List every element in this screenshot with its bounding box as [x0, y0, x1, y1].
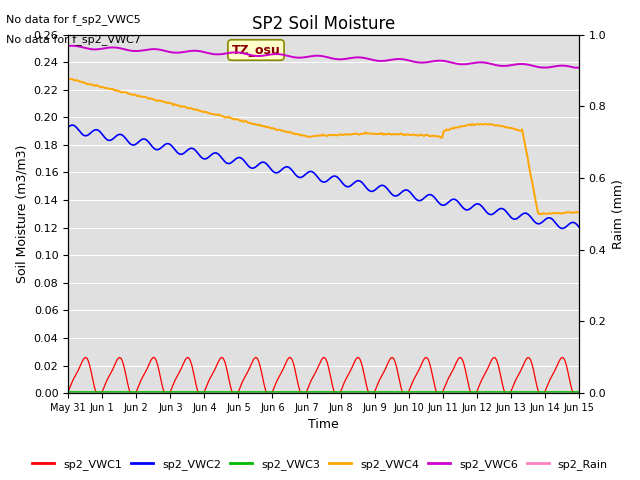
- sp2_VWC4: [64, 76, 72, 82]
- sp2_VWC6: [571, 65, 579, 71]
- Line: sp2_VWC2: sp2_VWC2: [68, 125, 579, 228]
- sp2_VWC4: [242, 118, 250, 124]
- sp2_VWC3: [288, 390, 296, 396]
- sp2_VWC6: [68, 43, 76, 48]
- Line: sp2_VWC6: sp2_VWC6: [68, 46, 579, 68]
- sp2_VWC1: [550, 371, 557, 376]
- Y-axis label: Soil Moisture (m3/m3): Soil Moisture (m3/m3): [15, 144, 28, 283]
- sp2_VWC4: [127, 92, 134, 97]
- sp2_VWC6: [289, 54, 297, 60]
- sp2_VWC4: [575, 210, 583, 216]
- sp2_VWC6: [64, 43, 72, 49]
- sp2_Rain: [64, 390, 72, 396]
- sp2_VWC4: [548, 211, 556, 216]
- sp2_VWC2: [129, 142, 136, 148]
- Y-axis label: Raim (mm): Raim (mm): [612, 179, 625, 249]
- sp2_VWC1: [64, 389, 72, 395]
- sp2_VWC1: [237, 384, 244, 390]
- sp2_Rain: [547, 390, 554, 396]
- sp2_VWC3: [575, 390, 583, 396]
- sp2_Rain: [242, 390, 250, 396]
- sp2_Rain: [216, 390, 224, 396]
- sp2_VWC6: [548, 64, 556, 70]
- Text: TZ_osu: TZ_osu: [232, 44, 280, 57]
- sp2_VWC3: [242, 390, 250, 396]
- sp2_VWC6: [575, 65, 583, 71]
- sp2_VWC1: [220, 356, 227, 361]
- sp2_VWC1: [245, 367, 253, 372]
- sp2_VWC2: [548, 216, 556, 222]
- sp2_VWC3: [127, 390, 134, 396]
- sp2_Rain: [288, 390, 296, 396]
- sp2_VWC2: [235, 155, 243, 160]
- sp2_VWC3: [216, 390, 224, 396]
- sp2_VWC6: [218, 51, 226, 57]
- sp2_VWC1: [575, 389, 583, 395]
- sp2_VWC4: [216, 113, 224, 119]
- Text: No data for f_sp2_VWC7: No data for f_sp2_VWC7: [6, 34, 141, 45]
- sp2_VWC2: [68, 122, 76, 128]
- Line: sp2_VWC1: sp2_VWC1: [68, 358, 579, 393]
- sp2_VWC4: [288, 130, 296, 136]
- sp2_VWC2: [575, 224, 583, 230]
- sp2_VWC2: [558, 226, 566, 231]
- Text: No data for f_sp2_VWC5: No data for f_sp2_VWC5: [6, 14, 141, 25]
- sp2_VWC6: [244, 51, 252, 57]
- sp2_VWC4: [234, 117, 241, 122]
- sp2_VWC1: [218, 355, 226, 360]
- Line: sp2_VWC4: sp2_VWC4: [68, 79, 579, 214]
- sp2_VWC6: [129, 48, 136, 54]
- sp2_VWC1: [93, 390, 100, 396]
- sp2_VWC3: [64, 390, 72, 396]
- sp2_VWC2: [244, 162, 252, 168]
- sp2_Rain: [575, 390, 583, 396]
- Legend: sp2_VWC1, sp2_VWC2, sp2_VWC3, sp2_VWC4, sp2_VWC6, sp2_Rain: sp2_VWC1, sp2_VWC2, sp2_VWC3, sp2_VWC4, …: [28, 455, 612, 474]
- sp2_VWC2: [218, 155, 226, 161]
- sp2_Rain: [127, 390, 134, 396]
- sp2_VWC2: [64, 124, 72, 130]
- Title: SP2 Soil Moisture: SP2 Soil Moisture: [252, 15, 395, 33]
- sp2_VWC6: [235, 50, 243, 56]
- X-axis label: Time: Time: [308, 419, 339, 432]
- sp2_VWC1: [129, 390, 136, 396]
- sp2_Rain: [234, 390, 241, 396]
- sp2_VWC2: [289, 168, 297, 174]
- sp2_VWC1: [291, 364, 298, 370]
- sp2_VWC3: [234, 390, 241, 396]
- sp2_VWC4: [535, 211, 543, 217]
- sp2_VWC3: [547, 390, 554, 396]
